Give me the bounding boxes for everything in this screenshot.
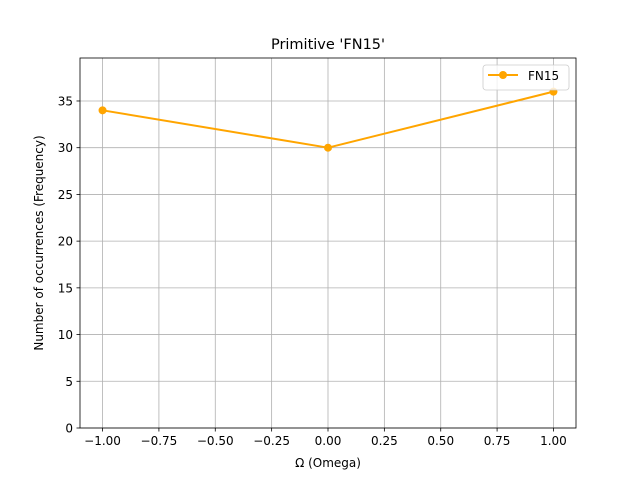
y-tick-label: 0 [65,422,73,436]
y-tick-label: 15 [58,281,73,295]
legend-marker-swatch [499,71,507,79]
x-tick-label: 0.00 [315,434,342,448]
x-tick-label: −0.25 [253,434,290,448]
ticks: −1.00 −0.75 −0.50 −0.25 0.00 0.25 0.50 0.75 1.00… [58,94,567,448]
y-tick-label: 30 [58,141,73,155]
grid [80,58,576,429]
data-point [98,106,107,115]
x-tick-label: 0.25 [371,434,398,448]
legend-box [482,64,570,91]
x-tick-label: −0.75 [141,434,178,448]
x-tick-label: 1.00 [540,434,567,448]
x-tick-label: −0.50 [197,434,234,448]
legend-label: FN15 [528,69,559,83]
y-tick-label: 35 [58,94,73,108]
x-tick-label: 0.50 [427,434,454,448]
legend: FN15 [482,64,570,91]
x-tick-label: −1.00 [84,434,121,448]
y-tick-label: 20 [58,235,73,249]
data-point [324,143,332,152]
x-axis-label: Ω (Omega) [295,456,361,470]
series-layer [98,87,558,152]
y-tick-label: 5 [65,375,73,389]
x-tick-label: 0.75 [484,434,511,448]
chart-title: Primitive 'FN15' [271,37,385,53]
y-axis-label: Number of occurrences (Frequency) [32,135,46,350]
y-tick-label: 10 [58,328,73,342]
y-tick-label: 25 [58,188,73,202]
